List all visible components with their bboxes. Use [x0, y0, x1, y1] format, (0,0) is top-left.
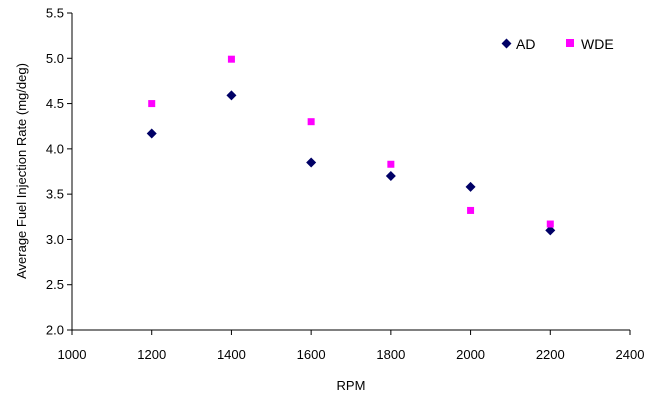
- x-tick-label: 1600: [297, 347, 326, 362]
- x-tick-label: 2200: [536, 347, 565, 362]
- y-tick-label: 4.0: [46, 141, 64, 156]
- x-axis-label: RPM: [337, 378, 366, 393]
- y-tick-label: 2.0: [46, 323, 64, 338]
- x-tick-label: 1800: [376, 347, 405, 362]
- legend-marker-wde: [566, 39, 574, 47]
- x-tick-label: 1000: [58, 347, 87, 362]
- y-tick-label: 4.5: [46, 96, 64, 111]
- point-ad: [306, 157, 317, 168]
- y-ticks: 2.0 2.5 3.0 3.5 4.0 4.5 5.0 5.5: [46, 6, 72, 338]
- point-wde: [307, 118, 315, 126]
- point-ad: [545, 225, 556, 236]
- point-wde: [387, 160, 395, 168]
- x-tick-label: 1400: [217, 347, 246, 362]
- point-ad: [465, 181, 476, 192]
- legend-label-ad: AD: [516, 36, 535, 52]
- data-points: [146, 55, 556, 236]
- y-tick-label: 3.5: [46, 187, 64, 202]
- y-axis-label: Average Fuel Injection Rate (mg/deg): [14, 63, 29, 279]
- point-wde: [467, 206, 475, 214]
- point-wde: [227, 55, 235, 63]
- legend-label-wde: WDE: [581, 36, 614, 52]
- y-tick-label: 2.5: [46, 277, 64, 292]
- point-wde: [148, 100, 156, 108]
- x-tick-label: 2000: [456, 347, 485, 362]
- y-tick-label: 3.0: [46, 232, 64, 247]
- point-ad: [146, 128, 157, 139]
- point-ad: [385, 171, 396, 182]
- x-tick-label: 2400: [616, 347, 645, 362]
- point-wde: [546, 220, 554, 228]
- axes: [71, 13, 630, 331]
- y-tick-label: 5.0: [46, 51, 64, 66]
- point-ad: [226, 90, 237, 101]
- legend: AD WDE: [501, 36, 614, 52]
- x-ticks: 1000 1200 1400 1600 1800 2000 2200 2400: [58, 330, 645, 362]
- x-tick-label: 1200: [137, 347, 166, 362]
- y-tick-label: 5.5: [46, 6, 64, 21]
- legend-marker-ad: [501, 38, 512, 49]
